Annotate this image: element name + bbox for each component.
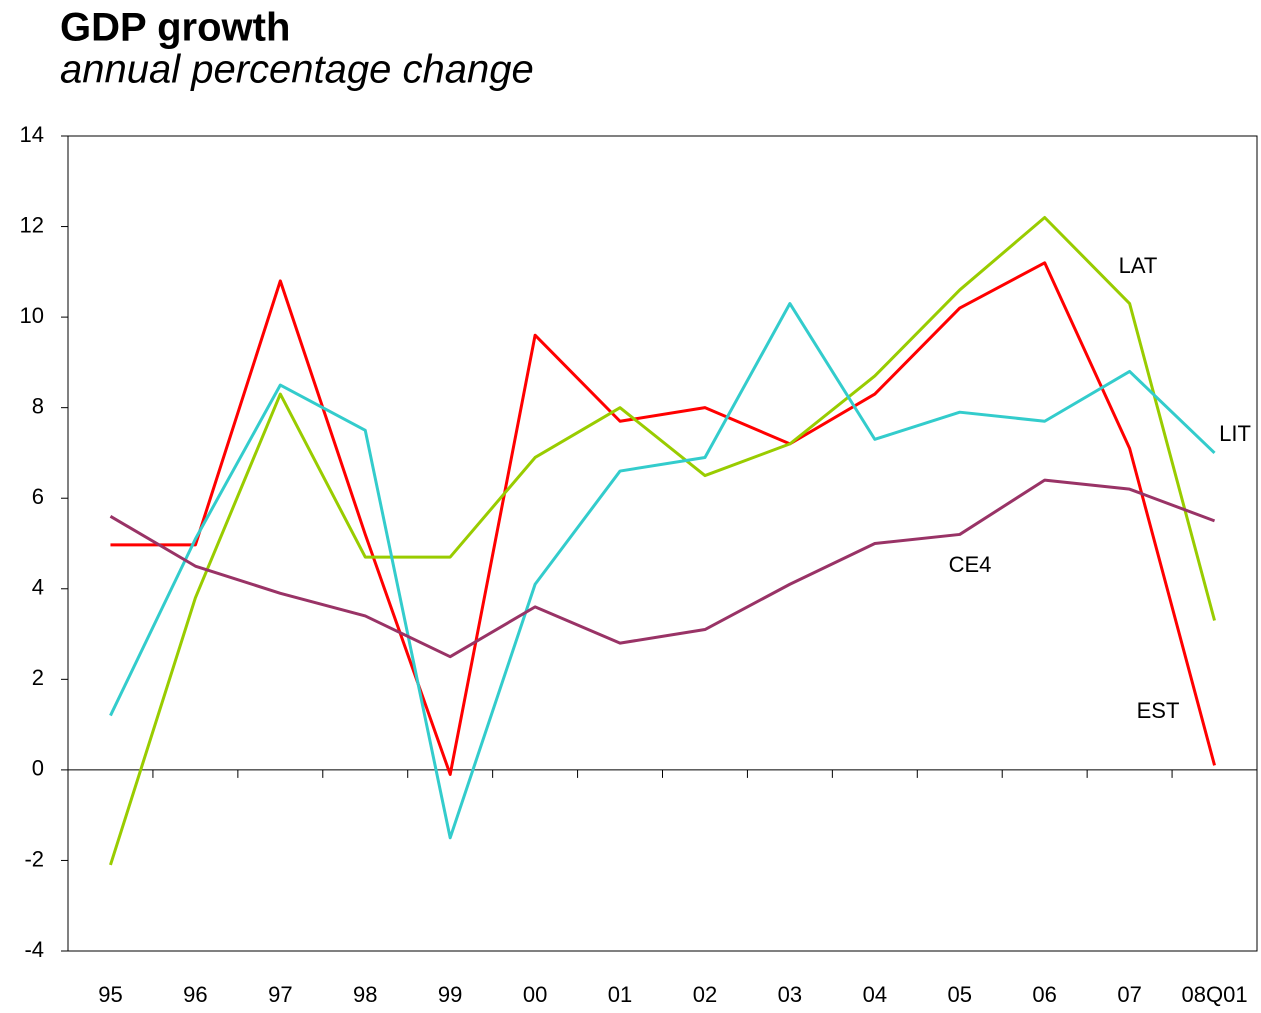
x-tick-label: 00 — [523, 982, 547, 1007]
y-tick-label: -4 — [24, 937, 44, 962]
x-tick-label: 08Q01 — [1182, 982, 1248, 1007]
series-line — [110, 261, 1216, 776]
plot-area — [67, 135, 1258, 952]
x-tick-label: 07 — [1117, 982, 1141, 1007]
x-tick-label: 98 — [353, 982, 377, 1007]
y-tick-label: -2 — [24, 846, 44, 871]
y-tick-label: 0 — [32, 756, 44, 781]
x-tick-label: 96 — [183, 982, 207, 1007]
series-label: LAT — [1119, 253, 1158, 278]
x-tick-label: 05 — [948, 982, 972, 1007]
y-tick-label: 12 — [20, 212, 44, 237]
y-tick-label: 2 — [32, 665, 44, 690]
series-label: LIT — [1219, 421, 1251, 446]
y-tick-label: 6 — [32, 484, 44, 509]
x-tick-label: 01 — [608, 982, 632, 1007]
y-tick-label: 4 — [32, 575, 44, 600]
x-tick-label: 06 — [1032, 982, 1056, 1007]
series-label: CE4 — [949, 552, 992, 577]
x-tick-label: 04 — [863, 982, 887, 1007]
x-tick-label: 97 — [268, 982, 292, 1007]
chart-subtitle: annual percentage change — [60, 48, 534, 92]
y-tick-label: 14 — [20, 122, 44, 147]
x-tick-label: 95 — [98, 982, 122, 1007]
series-label: EST — [1137, 698, 1180, 723]
y-tick-label: 10 — [20, 303, 44, 328]
x-tick-label: 02 — [693, 982, 717, 1007]
series-line — [109, 216, 1216, 866]
series-line — [109, 302, 1216, 840]
x-tick-label: 03 — [778, 982, 802, 1007]
chart-title: GDP growth — [60, 6, 290, 50]
series-line — [109, 478, 1216, 659]
y-tick-label: 8 — [32, 393, 44, 418]
x-tick-label: 99 — [438, 982, 462, 1007]
